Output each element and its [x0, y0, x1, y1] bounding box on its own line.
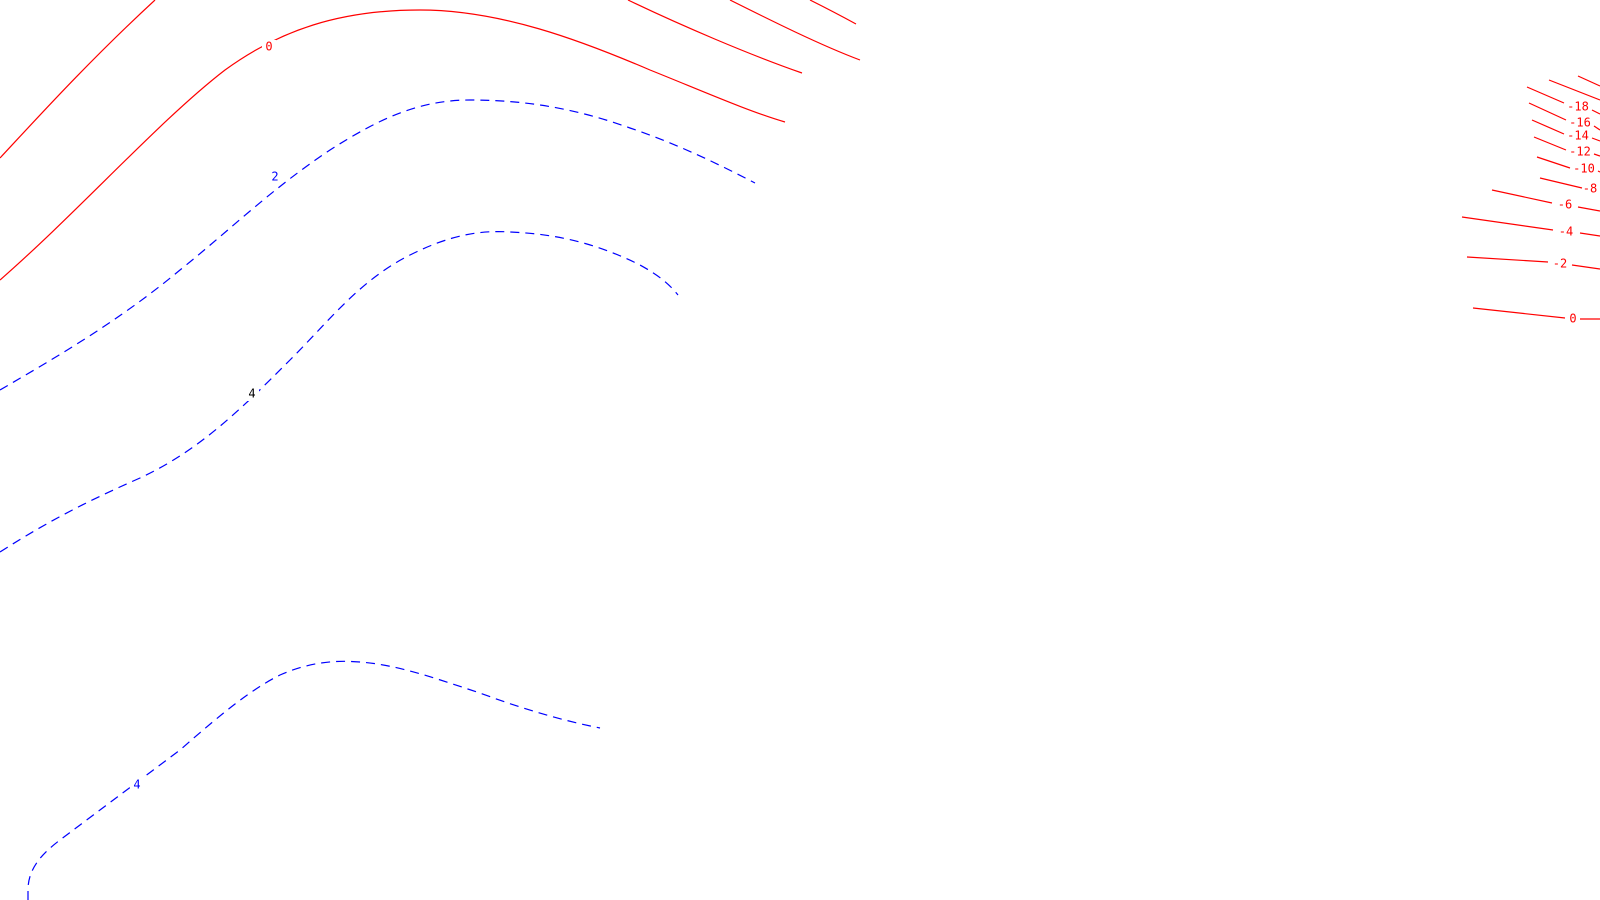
contour-line-left-top-edge	[0, 0, 156, 159]
contour-line-m19	[1548, 79, 1600, 101]
contour-line-m18	[1526, 86, 1600, 115]
contour-line-m8	[1539, 177, 1583, 189]
contour-label-m10: -10	[1573, 162, 1595, 176]
contour-line-zero-left	[0, 9, 786, 281]
contour-line-m20	[1577, 75, 1600, 87]
contour-line-m4	[1461, 216, 1600, 237]
contour-label-two-left: 2	[271, 170, 278, 184]
contour-label-m6: -6	[1558, 198, 1572, 212]
contour-line-top-center-1	[627, 0, 803, 74]
contour-label-four-mid: 4	[248, 387, 255, 401]
contour-label-m8: -8	[1583, 182, 1597, 196]
contour-line-four-dashed-mid	[0, 231, 679, 553]
contour-label-four-bottom: 4	[133, 778, 140, 792]
contour-label-m18: -18	[1567, 100, 1589, 114]
contour-line-m14	[1531, 119, 1600, 142]
label-bg-four-mid	[245, 387, 259, 401]
label-bg-four-bottom	[130, 778, 144, 792]
contour-line-m12	[1533, 136, 1600, 157]
contour-label-m12: -12	[1569, 145, 1591, 159]
contour-label-zero-left: 0	[265, 40, 272, 54]
contour-line-four-dashed-bottom	[27, 660, 601, 900]
contour-label-m14: -14	[1567, 129, 1589, 143]
label-bg-two-left	[268, 170, 282, 184]
contour-line-m2	[1466, 256, 1600, 270]
contour-line-m6	[1491, 189, 1600, 212]
contour-line-two-dashed	[0, 99, 756, 391]
contour-line-m16	[1528, 102, 1600, 131]
contour-label-zero-right: 0	[1569, 312, 1576, 326]
contour-label-m2: -2	[1553, 257, 1567, 271]
contour-label-m16: -16	[1569, 116, 1591, 130]
label-bg-zero-left	[262, 40, 276, 54]
contour-line-top-center-3	[809, 0, 857, 25]
contour-line-zero-right	[1472, 307, 1600, 320]
contour-label-m4: -4	[1559, 225, 1573, 239]
contour-line-top-center-2	[729, 0, 861, 61]
